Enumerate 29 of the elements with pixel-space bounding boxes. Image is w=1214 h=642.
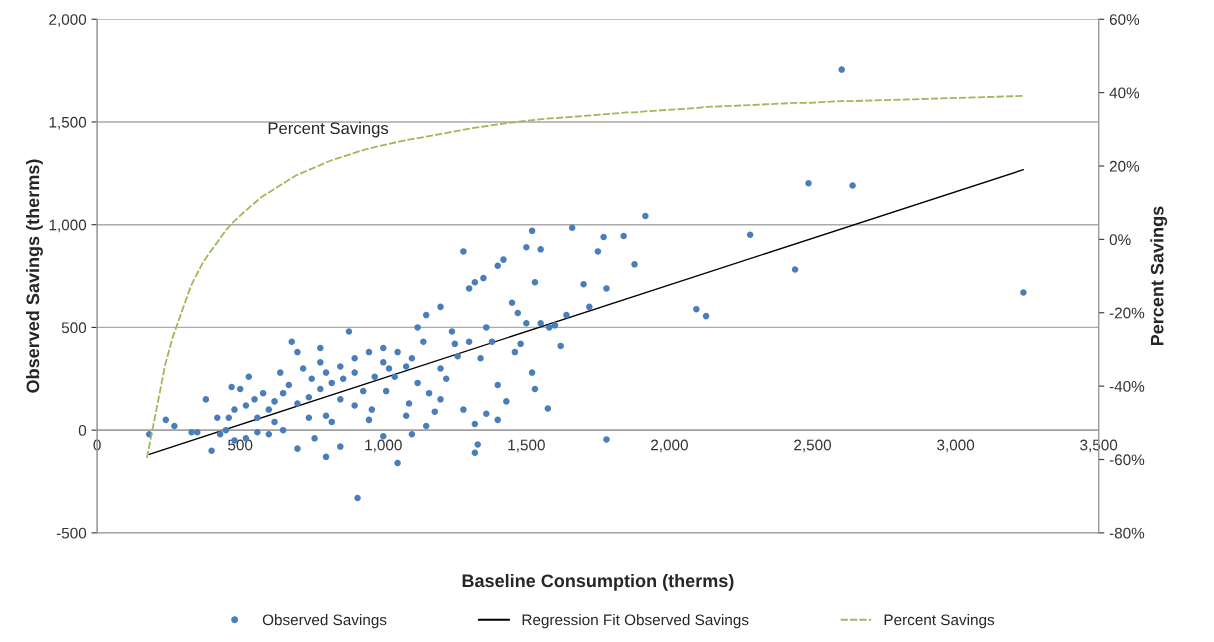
y2-tick-label: -20% (1109, 307, 1145, 319)
x-tick-label: 3,000 (937, 439, 975, 453)
y2-axis-title: Percent Savings (1150, 206, 1168, 346)
y2-tick-label: 20% (1109, 160, 1140, 172)
y-tick-label: -500 (56, 527, 87, 539)
y2-tick-label: -40% (1109, 380, 1145, 392)
y2-tick-label: -80% (1109, 527, 1145, 539)
x-tick-label: 3,500 (1080, 439, 1118, 453)
legend-label: Observed Savings (262, 614, 387, 629)
x-tick-label: 1,000 (365, 439, 402, 453)
y-tick-label: 1,500 (49, 116, 87, 130)
legend-label: Regression Fit Observed Savings (522, 614, 749, 629)
y2-tick-label: 0% (1109, 234, 1131, 246)
x-tick-label: 2,500 (794, 439, 832, 453)
y2-tick-label: 40% (1109, 87, 1140, 99)
y-tick-label: 500 (61, 322, 87, 334)
y-tick-label: 0 (78, 425, 87, 436)
y2-tick-label: 60% (1109, 14, 1140, 25)
line-series (146, 95, 1025, 459)
annotation: Percent Savings (268, 121, 389, 138)
x-tick-label: 2,000 (651, 439, 688, 453)
y-tick-label: 1,000 (49, 219, 87, 233)
y-tick-label: 2,000 (49, 14, 87, 27)
legend-label: Percent Savings (884, 614, 995, 629)
x-axis-title: Baseline Consumption (therms) (462, 573, 734, 591)
x-tick-label: 0 (93, 439, 101, 451)
y2-tick-label: -60% (1109, 454, 1145, 466)
x-tick-label: 1,500 (508, 439, 545, 453)
y-axis-title: Observed Savings (therms) (26, 159, 43, 393)
